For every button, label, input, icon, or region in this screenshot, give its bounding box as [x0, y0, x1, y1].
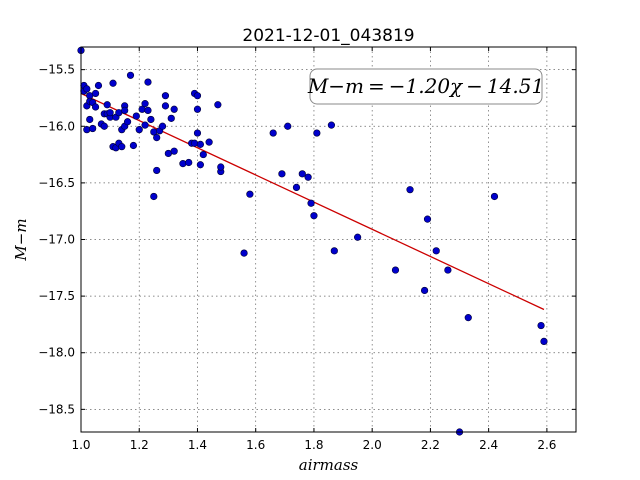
data-point [89, 124, 97, 133]
data-point [123, 118, 132, 126]
data-point [330, 247, 338, 255]
y-tick-label: −18.5 [38, 402, 75, 416]
data-point [147, 115, 155, 124]
data-point [91, 89, 100, 98]
data-point [144, 106, 152, 115]
data-point [86, 115, 94, 124]
data-point [94, 81, 103, 90]
data-point [118, 143, 126, 151]
y-tick-label: −16.0 [38, 119, 75, 133]
data-point [310, 212, 318, 220]
x-tick-label: 2.4 [479, 438, 498, 452]
data-point [537, 321, 545, 330]
data-point [158, 122, 167, 130]
data-point [246, 190, 254, 198]
data-point [170, 147, 178, 155]
data-point [83, 85, 91, 93]
chart-title: 2021-12-01_043819 [242, 26, 414, 46]
data-point [423, 215, 432, 223]
data-point [292, 183, 301, 192]
data-point [298, 170, 306, 178]
data-point [100, 122, 108, 130]
data-point [391, 266, 400, 274]
data-point [304, 173, 312, 181]
data-point [141, 121, 149, 129]
data-point [190, 139, 199, 147]
data-point [205, 138, 213, 146]
fit-equation-box: M−m = −1.20χ − 14.51 [307, 68, 544, 105]
data-point [179, 160, 187, 168]
x-tick-label: 2.2 [421, 438, 440, 452]
data-point [106, 109, 114, 117]
data-point [170, 105, 178, 113]
data-point [307, 199, 315, 207]
x-tick-label: 1.6 [246, 438, 265, 452]
data-point [406, 186, 414, 194]
axis-ticks [80, 47, 576, 432]
data-point [129, 141, 138, 150]
data-point [217, 163, 225, 171]
y-tick-labels: −15.5 −16.0 −16.5 −17.0 −17.5 −18.0 −18.5 [38, 63, 75, 417]
data-point [313, 129, 321, 137]
data-point [490, 192, 499, 201]
data-point [185, 158, 193, 167]
data-point [354, 233, 362, 241]
y-tick-label: −17.0 [38, 233, 75, 247]
data-point [121, 106, 129, 115]
data-point [284, 122, 292, 130]
data-point [278, 170, 286, 178]
x-tick-label: 1.0 [71, 438, 90, 452]
y-tick-label: −17.5 [38, 289, 75, 303]
data-point [269, 129, 277, 137]
data-points [77, 46, 548, 436]
data-point [196, 140, 204, 148]
data-point [132, 112, 140, 120]
data-point [193, 92, 202, 100]
data-point [141, 100, 149, 108]
x-tick-label: 2.0 [363, 438, 382, 452]
data-point [540, 337, 548, 346]
y-tick-label: −16.5 [38, 176, 75, 190]
x-tick-label: 1.4 [188, 438, 207, 452]
data-point [464, 314, 472, 322]
data-point [153, 166, 161, 175]
data-point [153, 133, 161, 142]
data-point [199, 150, 207, 159]
data-point [91, 103, 100, 111]
data-point [420, 286, 429, 295]
data-point [193, 105, 202, 113]
x-tick-label: 1.8 [304, 438, 323, 452]
data-point [240, 249, 248, 257]
data-point [196, 161, 204, 169]
data-point [144, 78, 152, 86]
data-point [109, 79, 117, 87]
data-point [167, 114, 175, 122]
x-tick-label: 1.2 [130, 438, 149, 452]
data-point [161, 92, 170, 100]
x-axis-label: airmass [299, 456, 359, 474]
data-point [103, 101, 111, 109]
x-tick-labels: 1.0 1.2 1.4 1.6 1.8 2.0 2.2 2.4 2.6 [71, 438, 556, 452]
data-point [432, 247, 440, 255]
data-point [193, 129, 202, 137]
data-point [135, 126, 143, 134]
data-point [83, 126, 91, 134]
fit-equation-text: M−m = −1.20χ − 14.51 [307, 74, 544, 98]
data-point [126, 71, 135, 79]
x-tick-label: 2.6 [537, 438, 556, 452]
data-point [214, 101, 222, 109]
fit-equation-frame [309, 68, 543, 105]
data-point [161, 102, 170, 110]
data-point [444, 266, 452, 274]
y-tick-label: −18.0 [38, 346, 75, 360]
data-point [150, 192, 158, 201]
data-point [327, 121, 336, 129]
y-tick-label: −15.5 [38, 63, 75, 77]
y-axis-label: M−m [12, 218, 30, 261]
